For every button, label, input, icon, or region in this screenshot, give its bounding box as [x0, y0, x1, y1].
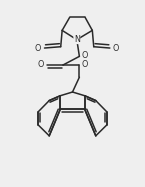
Text: O: O: [35, 44, 41, 53]
Text: N: N: [74, 35, 80, 44]
Text: O: O: [82, 60, 88, 69]
Text: O: O: [113, 44, 119, 53]
Text: O: O: [38, 60, 44, 69]
Text: O: O: [82, 51, 88, 60]
